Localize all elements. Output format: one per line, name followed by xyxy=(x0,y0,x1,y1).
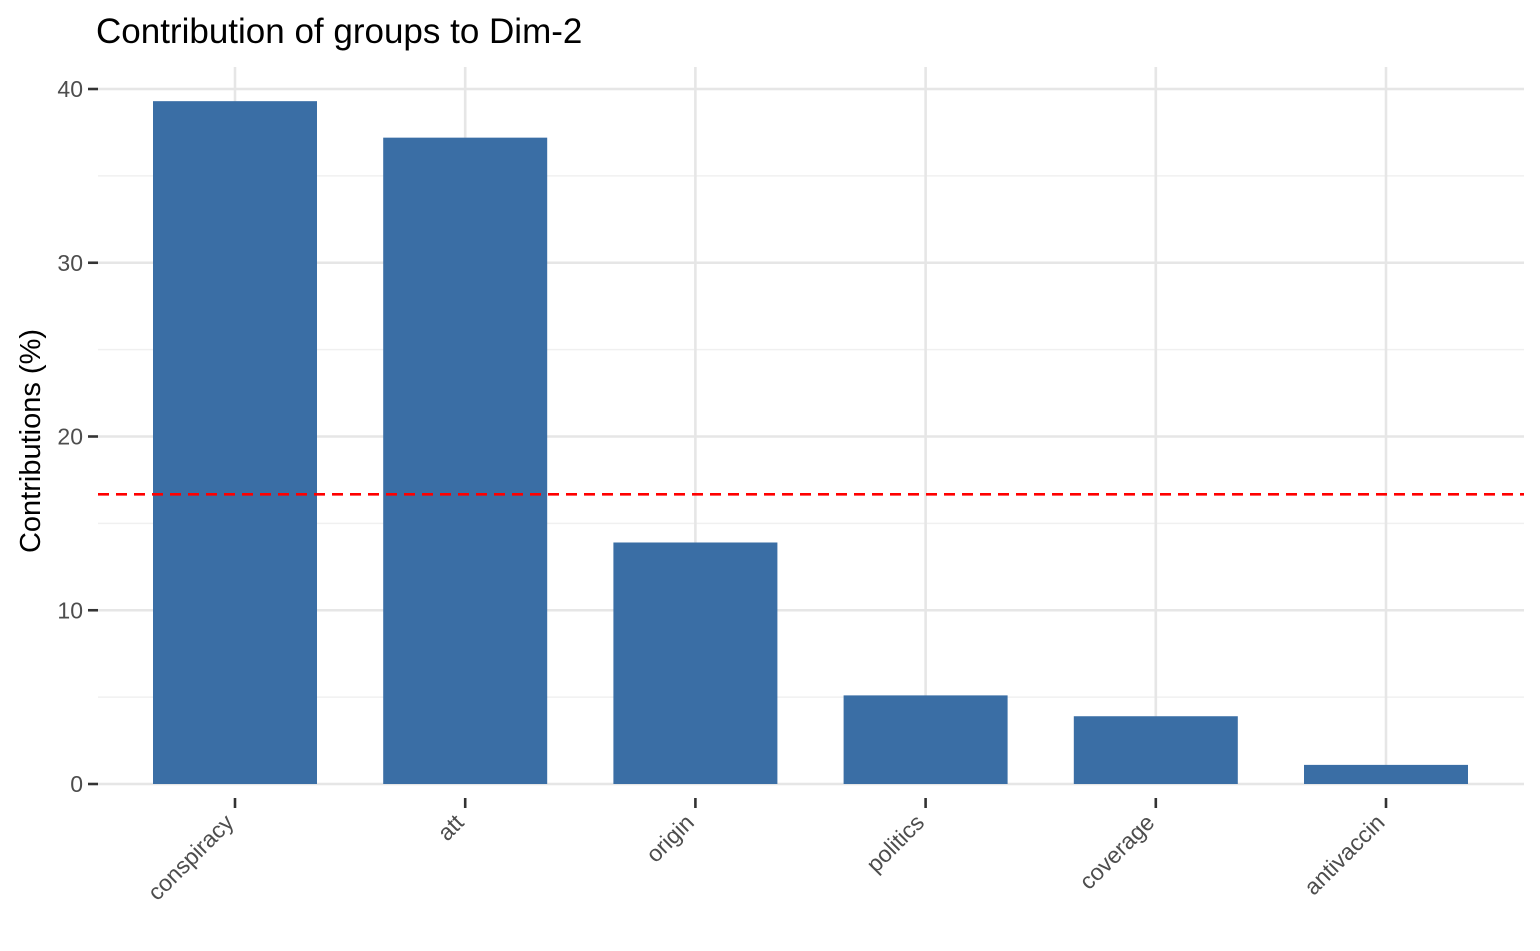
y-tick-label: 20 xyxy=(57,424,83,450)
bar-att xyxy=(383,137,548,784)
bar-coverage xyxy=(1073,716,1238,784)
bar-origin xyxy=(613,542,778,784)
y-tick-label: 40 xyxy=(57,76,83,102)
y-axis-label: Contributions (%) xyxy=(15,329,47,553)
bar-politics xyxy=(843,695,1008,784)
chart-title: Contribution of groups to Dim-2 xyxy=(96,12,582,51)
y-tick-label: 30 xyxy=(57,250,83,276)
x-tick-label-att: att xyxy=(432,809,469,846)
y-tick-label: 10 xyxy=(57,597,83,623)
x-tick-label-antivaccin: antivaccin xyxy=(1299,809,1390,900)
x-tick-label-conspiracy: conspiracy xyxy=(142,809,238,905)
y-tick-label: 0 xyxy=(70,771,83,797)
bars-layer xyxy=(153,101,1468,785)
bar-conspiracy xyxy=(153,101,317,785)
x-tick-label-coverage: coverage xyxy=(1074,809,1159,894)
x-tick-label-politics: politics xyxy=(861,809,929,877)
bar-antivaccin xyxy=(1304,764,1468,784)
x-tick-label-origin: origin xyxy=(641,809,699,867)
